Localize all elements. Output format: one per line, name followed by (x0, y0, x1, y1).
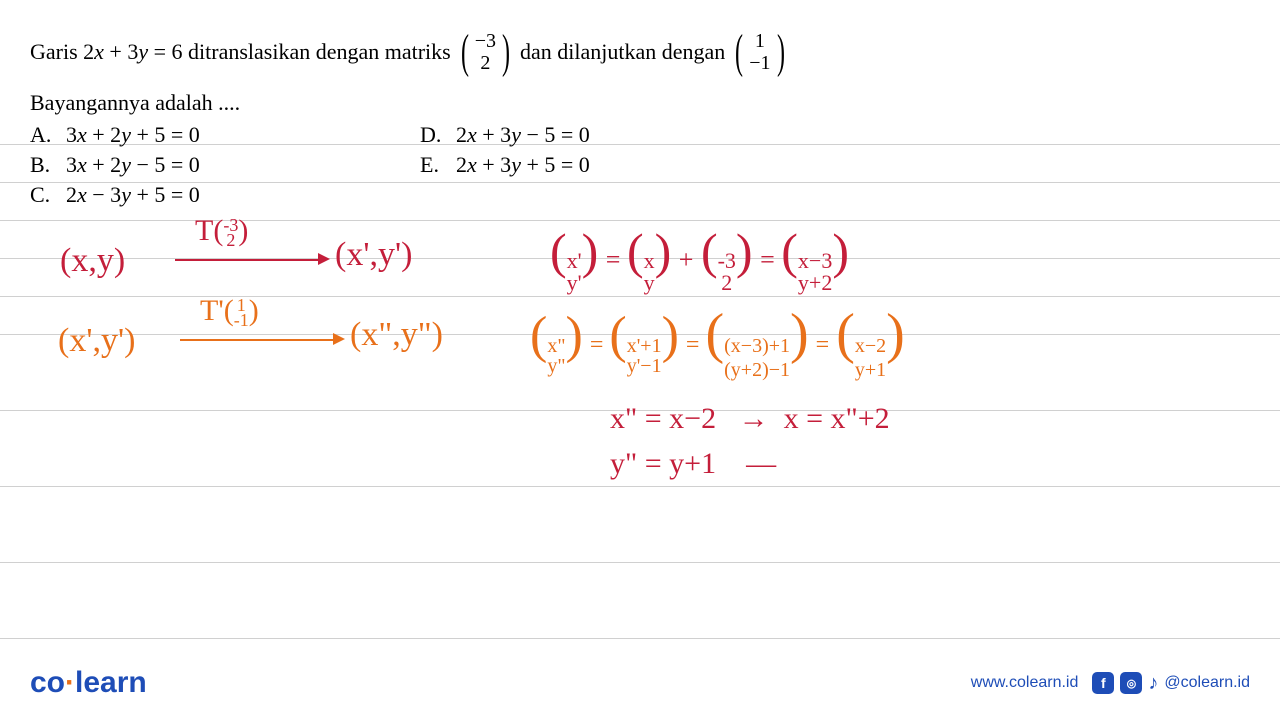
matrix-1: ( −3 2 ) (457, 30, 514, 74)
hw-eq-y: y" = y+1 — (610, 447, 776, 481)
social-handle: @colearn.id (1164, 674, 1250, 692)
option-a: A.3x + 2y + 5 = 0 (30, 122, 420, 148)
footer: co·learn www.colearn.id f ◎ ♪ @colearn.i… (0, 666, 1280, 700)
hw-T1: T(-32) (195, 214, 248, 248)
footer-url: www.colearn.id (971, 674, 1079, 692)
matrix-2: ( 1 −1 ) (731, 30, 788, 74)
social-icons: f ◎ ♪ @colearn.id (1092, 672, 1250, 695)
hw-matrix-eq2: (x"y") = (x'+1y'−1) = ((x−3)+1(y+2)−1) =… (530, 302, 905, 382)
hw-xy: (x,y) (60, 242, 125, 280)
instagram-icon: ◎ (1120, 672, 1142, 694)
options-container: A.3x + 2y + 5 = 0 B.3x + 2y − 5 = 0 C.2x… (30, 122, 1250, 208)
question-subtext: Bayangannya adalah .... (30, 90, 1250, 116)
hw-xppypp: (x",y") (350, 316, 443, 354)
facebook-icon: f (1092, 672, 1114, 694)
hw-eq-x: x" = x−2 → x = x"+2 (610, 402, 890, 436)
tiktok-icon: ♪ (1148, 672, 1158, 695)
option-e: E.2x + 3y + 5 = 0 (420, 152, 590, 178)
logo: co·learn (30, 666, 147, 700)
hw-xpyp2: (x',y') (58, 322, 135, 360)
arrow-2 (180, 339, 335, 341)
hw-T2: T'(1-1) (200, 294, 259, 328)
option-c: C.2x − 3y + 5 = 0 (30, 182, 420, 208)
option-d: D.2x + 3y − 5 = 0 (420, 122, 590, 148)
question-text: Garis 2x + 3y = 6 ditranslasikan dengan … (30, 30, 1250, 74)
arrow-1 (175, 259, 320, 261)
hw-matrix-eq1: (x'y') = (xy) + (-32) = (x−3y+2) (550, 222, 849, 294)
hw-xpyp: (x',y') (335, 236, 412, 274)
option-b: B.3x + 2y − 5 = 0 (30, 152, 420, 178)
handwritten-work: (x,y) T(-32) (x',y') (x',y') T'(1-1) (x"… (30, 222, 1250, 562)
